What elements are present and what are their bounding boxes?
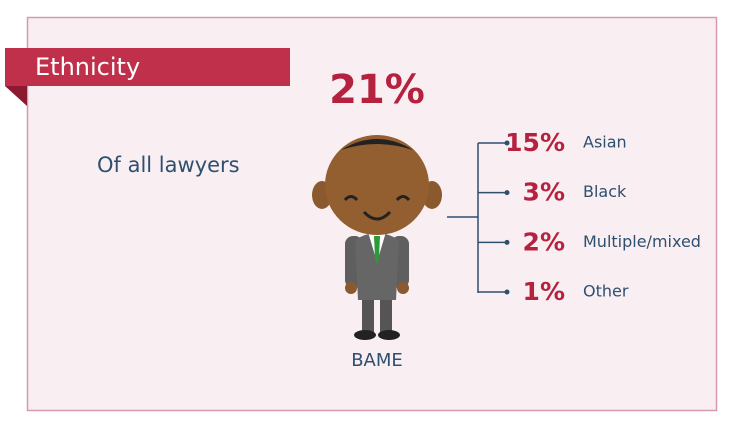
breakdown-value: 15%: [505, 128, 565, 157]
breakdown-value: 3%: [523, 178, 565, 207]
breakdown-label: Multiple/mixed: [583, 232, 701, 251]
breakdown: 15% Asian 3% Black 2% Multiple/mixed 1% Other: [478, 128, 701, 306]
bracket: [447, 143, 479, 293]
branch-dot: [504, 140, 510, 146]
group-label: BAME: [351, 350, 403, 371]
breakdown-value: 2%: [523, 227, 565, 256]
breakdown-label: Black: [583, 182, 627, 201]
person-icon: [312, 135, 442, 340]
breakdown-label: Other: [583, 282, 629, 301]
breakdown-value: 1%: [523, 277, 565, 306]
breakdown-label: Asian: [583, 133, 627, 152]
branch-dot: [504, 289, 510, 295]
ribbon: [5, 48, 290, 86]
total-value: 21%: [329, 67, 425, 113]
title: Ethnicity: [35, 53, 140, 81]
ribbon-fold: [5, 86, 27, 106]
branch-dot: [504, 239, 510, 245]
caption: Of all lawyers: [97, 153, 240, 177]
branch-dot: [504, 190, 510, 196]
